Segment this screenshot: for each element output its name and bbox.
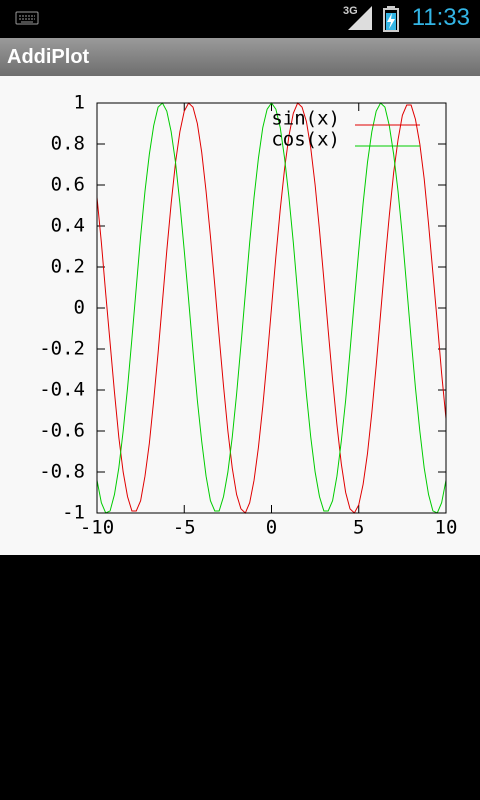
y-tick-label: 0.2	[51, 256, 85, 278]
y-tick-label: 0	[74, 297, 85, 319]
keyboard-icon	[15, 11, 39, 25]
chart: -1 -0.8 -0.6 -0.4 -0.2 0 0.2 0.4 0.6 0.8 1 -10 -5 0 5 1…	[0, 76, 480, 555]
plot-background	[0, 76, 480, 555]
charging-bolt	[387, 13, 395, 29]
y-tick-label: -0.2	[39, 338, 85, 360]
plot-frame	[96, 102, 447, 514]
y-tick-label: 0.6	[51, 174, 85, 196]
y-tick-label: -1	[62, 502, 85, 524]
clock: 11:33	[411, 4, 470, 31]
action-bar: AddiPlot	[0, 38, 480, 76]
series-line	[96, 102, 447, 514]
status-bar: 3G 11:33	[0, 0, 480, 38]
y-tick-label: 1	[74, 92, 85, 114]
y-tick-label: -0.8	[39, 461, 85, 483]
x-tick-label: 0	[266, 517, 277, 539]
y-tick-label: 0.8	[51, 133, 85, 155]
y-tick-label: 0.4	[51, 215, 85, 237]
y-tick-label: -0.4	[39, 379, 85, 401]
legend-label: sin(x)	[271, 108, 340, 130]
x-tick-label: 10	[435, 517, 458, 539]
legend-label: cos(x)	[271, 129, 340, 151]
network-type: 3G	[343, 5, 358, 17]
signal-icon	[348, 6, 372, 30]
x-tick-label: -10	[80, 517, 114, 539]
x-tick-label: 5	[353, 517, 364, 539]
y-tick-label: -0.6	[39, 420, 85, 442]
app-title: AddiPlot	[7, 46, 90, 68]
battery-tip	[387, 6, 395, 9]
x-tick-label: -5	[173, 517, 196, 539]
status-icons	[15, 6, 399, 32]
